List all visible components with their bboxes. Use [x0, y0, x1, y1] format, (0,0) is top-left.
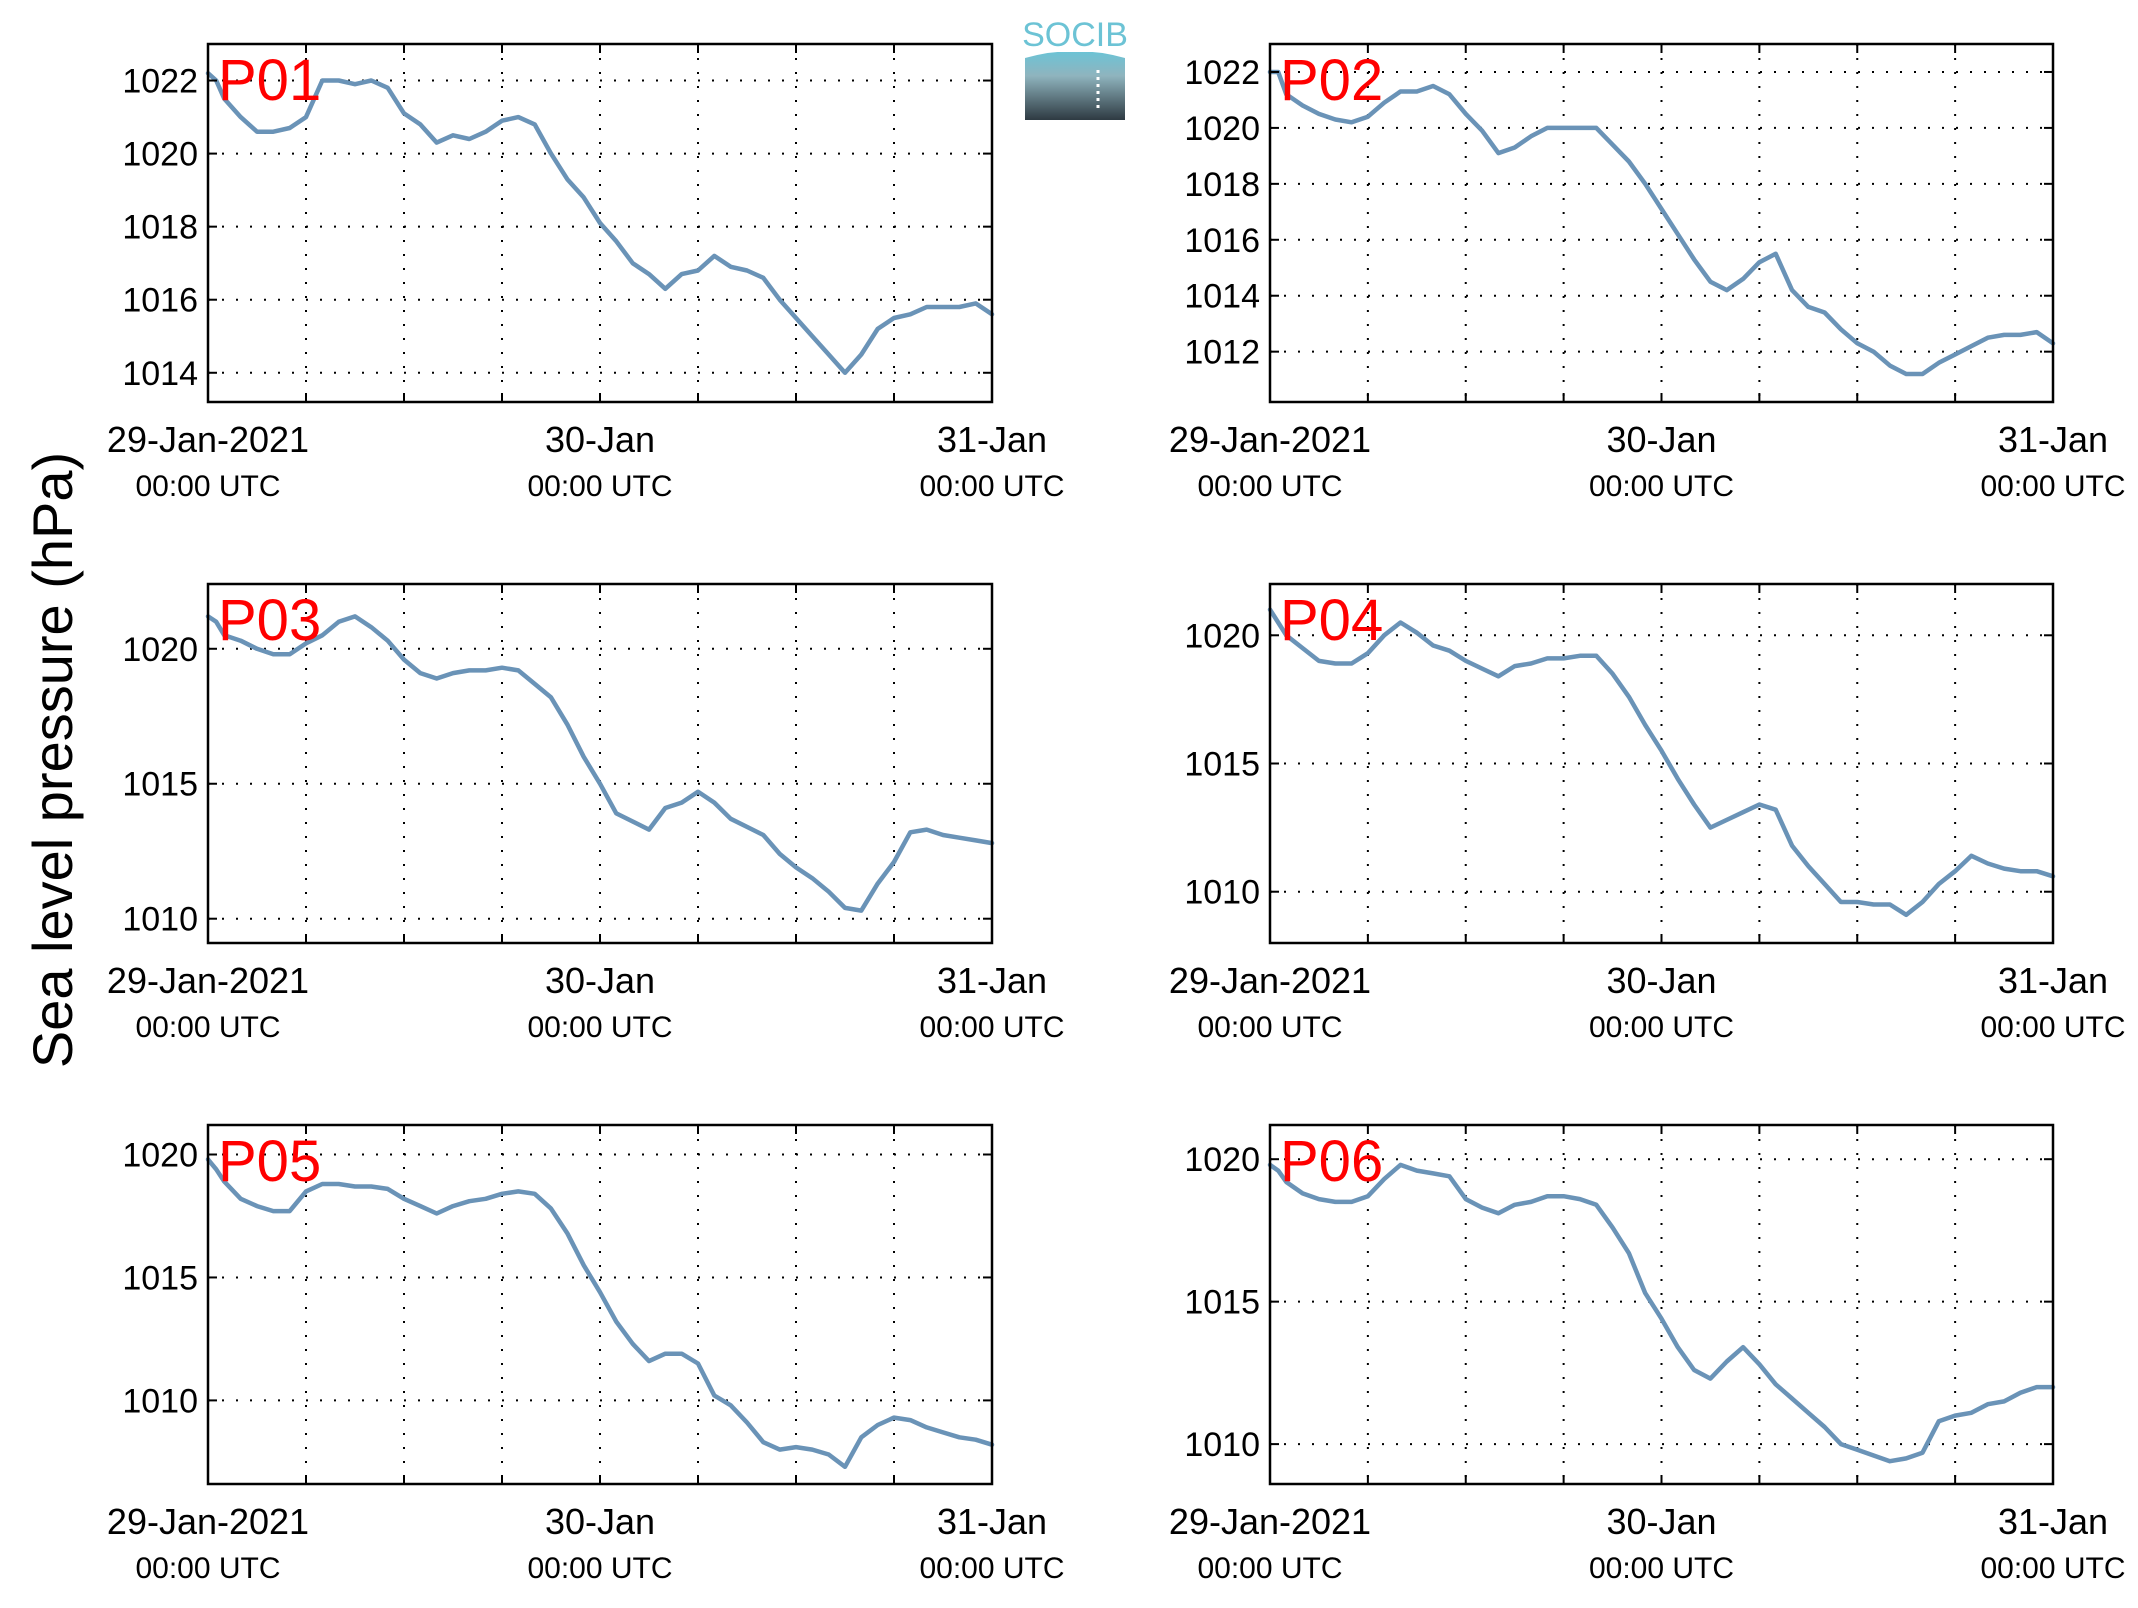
- x-tick-label-date: 30-Jan: [545, 1501, 655, 1542]
- x-tick-label-date: 31-Jan: [1998, 960, 2108, 1001]
- series-line-p03: [205, 614, 995, 913]
- x-tick-label-date: 30-Jan: [1606, 960, 1716, 1001]
- socib-logo-wave-crest: [1025, 51, 1125, 58]
- x-tick-label-time: 00:00 UTC: [527, 470, 672, 503]
- panel-label: P05: [218, 1129, 321, 1194]
- x-tick-label-date: 29-Jan-2021: [1169, 419, 1371, 460]
- y-tick-label: 1015: [122, 766, 198, 804]
- x-tick-label-time: 00:00 UTC: [1197, 470, 1342, 503]
- x-tick-label-time: 00:00 UTC: [135, 1552, 280, 1585]
- series-line-p04: [1267, 607, 2056, 918]
- chart-panel-p03: 1010 1015 1020 29-Jan-2021 00:00 UTC 30-Jan 00…: [107, 582, 1065, 1044]
- series-line-p02: [1267, 69, 2056, 377]
- x-tick-label-date: 31-Jan: [1998, 419, 2108, 460]
- y-tick-label: 1016: [122, 282, 198, 320]
- chart-panel-p04: 1010 1015 1020 29-Jan-2021 00:00 UTC 30-Jan 00…: [1169, 582, 2126, 1044]
- panel-label: P02: [1280, 48, 1383, 113]
- y-tick-label: 1022: [122, 63, 198, 101]
- x-tick-label-time: 00:00 UTC: [527, 1552, 672, 1585]
- x-tick-label-time: 00:00 UTC: [1589, 1552, 1734, 1585]
- chart-panels: 1014 1016 1018 1020 1022 29-Jan-2021 00:00 UTC…: [107, 42, 2126, 1585]
- socib-logo-wave-box: [1025, 52, 1125, 120]
- socib-logo: SOCIB: [1022, 16, 1128, 120]
- x-tick-label-time: 00:00 UTC: [1589, 1011, 1734, 1044]
- x-tick-label-date: 30-Jan: [545, 419, 655, 460]
- y-tick-label: 1010: [1184, 874, 1260, 912]
- x-tick-label-time: 00:00 UTC: [919, 1552, 1064, 1585]
- x-tick-label-date: 29-Jan-2021: [107, 960, 309, 1001]
- y-tick-label: 1020: [122, 136, 198, 174]
- panel-label: P06: [1280, 1129, 1383, 1194]
- x-tick-label-time: 00:00 UTC: [527, 1011, 672, 1044]
- y-tick-label: 1022: [1184, 54, 1260, 92]
- series-line-p05: [205, 1157, 995, 1470]
- panel-label: P03: [218, 588, 321, 653]
- x-tick-label-date: 31-Jan: [937, 960, 1047, 1001]
- chart-panel-p01: 1014 1016 1018 1020 1022 29-Jan-2021 00:00 UTC…: [107, 42, 1065, 503]
- series-line-p06: [1267, 1162, 2056, 1464]
- y-tick-label: 1015: [1184, 1284, 1260, 1322]
- panel-label: P04: [1280, 588, 1383, 653]
- y-tick-label: 1020: [122, 1137, 198, 1175]
- y-tick-label: 1014: [1184, 278, 1260, 316]
- y-tick-label: 1010: [1184, 1426, 1260, 1464]
- x-tick-label-date: 30-Jan: [545, 960, 655, 1001]
- y-tick-label: 1010: [122, 1382, 198, 1420]
- chart-panel-p02: 1012 1014 1016 1018 1020 1022 29-Jan-2021 00:00…: [1169, 42, 2126, 503]
- x-tick-label-time: 00:00 UTC: [1197, 1011, 1342, 1044]
- x-tick-label-date: 31-Jan: [937, 1501, 1047, 1542]
- x-tick-label-time: 00:00 UTC: [1980, 1552, 2125, 1585]
- x-tick-label-time: 00:00 UTC: [135, 1011, 280, 1044]
- x-tick-label-date: 30-Jan: [1606, 1501, 1716, 1542]
- series-line-p01: [205, 70, 995, 376]
- x-tick-label-date: 31-Jan: [1998, 1501, 2108, 1542]
- y-tick-label: 1020: [122, 631, 198, 669]
- x-tick-label-date: 29-Jan-2021: [1169, 1501, 1371, 1542]
- y-tick-label: 1020: [1184, 617, 1260, 655]
- x-tick-label-date: 29-Jan-2021: [107, 1501, 309, 1542]
- x-tick-label-time: 00:00 UTC: [1980, 1011, 2125, 1044]
- y-tick-label: 1014: [122, 355, 198, 393]
- x-tick-label-time: 00:00 UTC: [919, 1011, 1064, 1044]
- panel-label: P01: [218, 48, 321, 113]
- socib-logo-text: SOCIB: [1022, 16, 1128, 54]
- chart-panel-p05: 1010 1015 1020 29-Jan-2021 00:00 UTC 30-Jan 00…: [107, 1123, 1065, 1585]
- y-tick-label: 1010: [122, 901, 198, 939]
- x-tick-label-time: 00:00 UTC: [135, 470, 280, 503]
- x-tick-label-time: 00:00 UTC: [1589, 470, 1734, 503]
- chart-panel-p06: 1010 1015 1020 29-Jan-2021 00:00 UTC 30-Jan 00…: [1169, 1123, 2126, 1585]
- y-tick-label: 1015: [122, 1259, 198, 1297]
- y-tick-label: 1020: [1184, 1141, 1260, 1179]
- x-tick-label-date: 30-Jan: [1606, 419, 1716, 460]
- x-tick-label-time: 00:00 UTC: [919, 470, 1064, 503]
- x-tick-label-time: 00:00 UTC: [1980, 470, 2125, 503]
- y-tick-label: 1018: [1184, 166, 1260, 204]
- axes-box: [1268, 42, 2055, 404]
- y-tick-label: 1020: [1184, 110, 1260, 148]
- x-tick-label-date: 29-Jan-2021: [107, 419, 309, 460]
- y-tick-label: 1015: [1184, 746, 1260, 784]
- x-tick-label-time: 00:00 UTC: [1197, 1552, 1342, 1585]
- y-tick-label: 1016: [1184, 222, 1260, 260]
- y-tick-label: 1018: [122, 209, 198, 247]
- shared-y-axis-label: Sea level pressure (hPa): [21, 452, 84, 1068]
- y-tick-label: 1012: [1184, 334, 1260, 372]
- x-tick-label-date: 31-Jan: [937, 419, 1047, 460]
- x-tick-label-date: 29-Jan-2021: [1169, 960, 1371, 1001]
